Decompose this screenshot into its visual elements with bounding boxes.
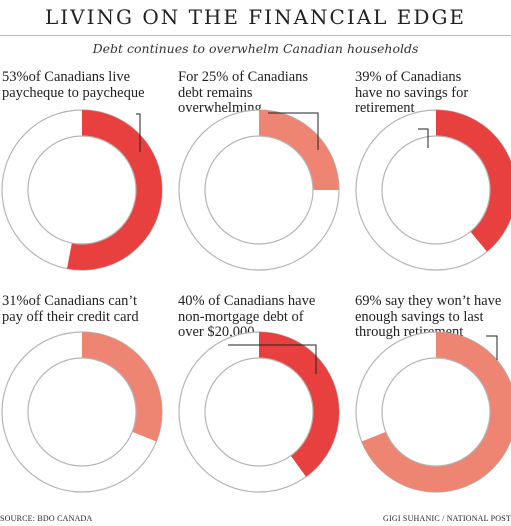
- donut-3-hole: [381, 135, 491, 245]
- chart-5-caption: 40% of Canadians have non-mortgage debt …: [178, 293, 316, 340]
- donut-3-leader-line: [418, 128, 429, 148]
- donut-chart-1: [1, 109, 163, 271]
- donut-2-hole: [204, 135, 314, 245]
- chart-4-caption: 31%of Canadians can’t pay off their cred…: [2, 293, 139, 325]
- chart-2-caption: For 25% of Canadians debt remains overwh…: [178, 69, 309, 116]
- page-title: LIVING ON THE FINANCIAL EDGE: [44, 5, 467, 29]
- page-subtitle: Debt continues to overwhelm Canadian hou…: [92, 41, 419, 56]
- donut-2-leader-line: [268, 112, 319, 150]
- donut-5-hole: [204, 357, 314, 467]
- donut-1-leader-line: [136, 113, 141, 152]
- title-rule-top: [0, 35, 511, 36]
- donut-chart-5: [178, 331, 340, 493]
- donut-5-leader-line: [228, 344, 317, 374]
- donut-chart-4: [1, 331, 163, 493]
- chart-3-caption: 39% of Canadians have no savings for ret…: [355, 69, 469, 116]
- source-note: SOURCE: BDO CANADA: [0, 514, 93, 523]
- donut-2-value-slice: [259, 110, 339, 190]
- donut-chart-2: [178, 109, 340, 271]
- donut-chart-3: [355, 109, 511, 271]
- chart-1-caption: 53%of Canadians live paycheque to payche…: [2, 69, 145, 101]
- donut-5-value-slice: [259, 332, 339, 477]
- donut-1-value-slice: [67, 110, 163, 270]
- donut-4-value-slice: [82, 332, 163, 442]
- donut-6-leader-line: [486, 335, 498, 360]
- donut-4-hole: [27, 357, 137, 467]
- credit-note: GIGI SUHANIC / NATIONAL POST: [383, 514, 511, 523]
- donut-1-hole: [27, 135, 137, 245]
- donut-3-value-slice: [436, 110, 511, 252]
- donut-6-hole: [381, 357, 491, 467]
- donut-chart-6: [355, 331, 511, 493]
